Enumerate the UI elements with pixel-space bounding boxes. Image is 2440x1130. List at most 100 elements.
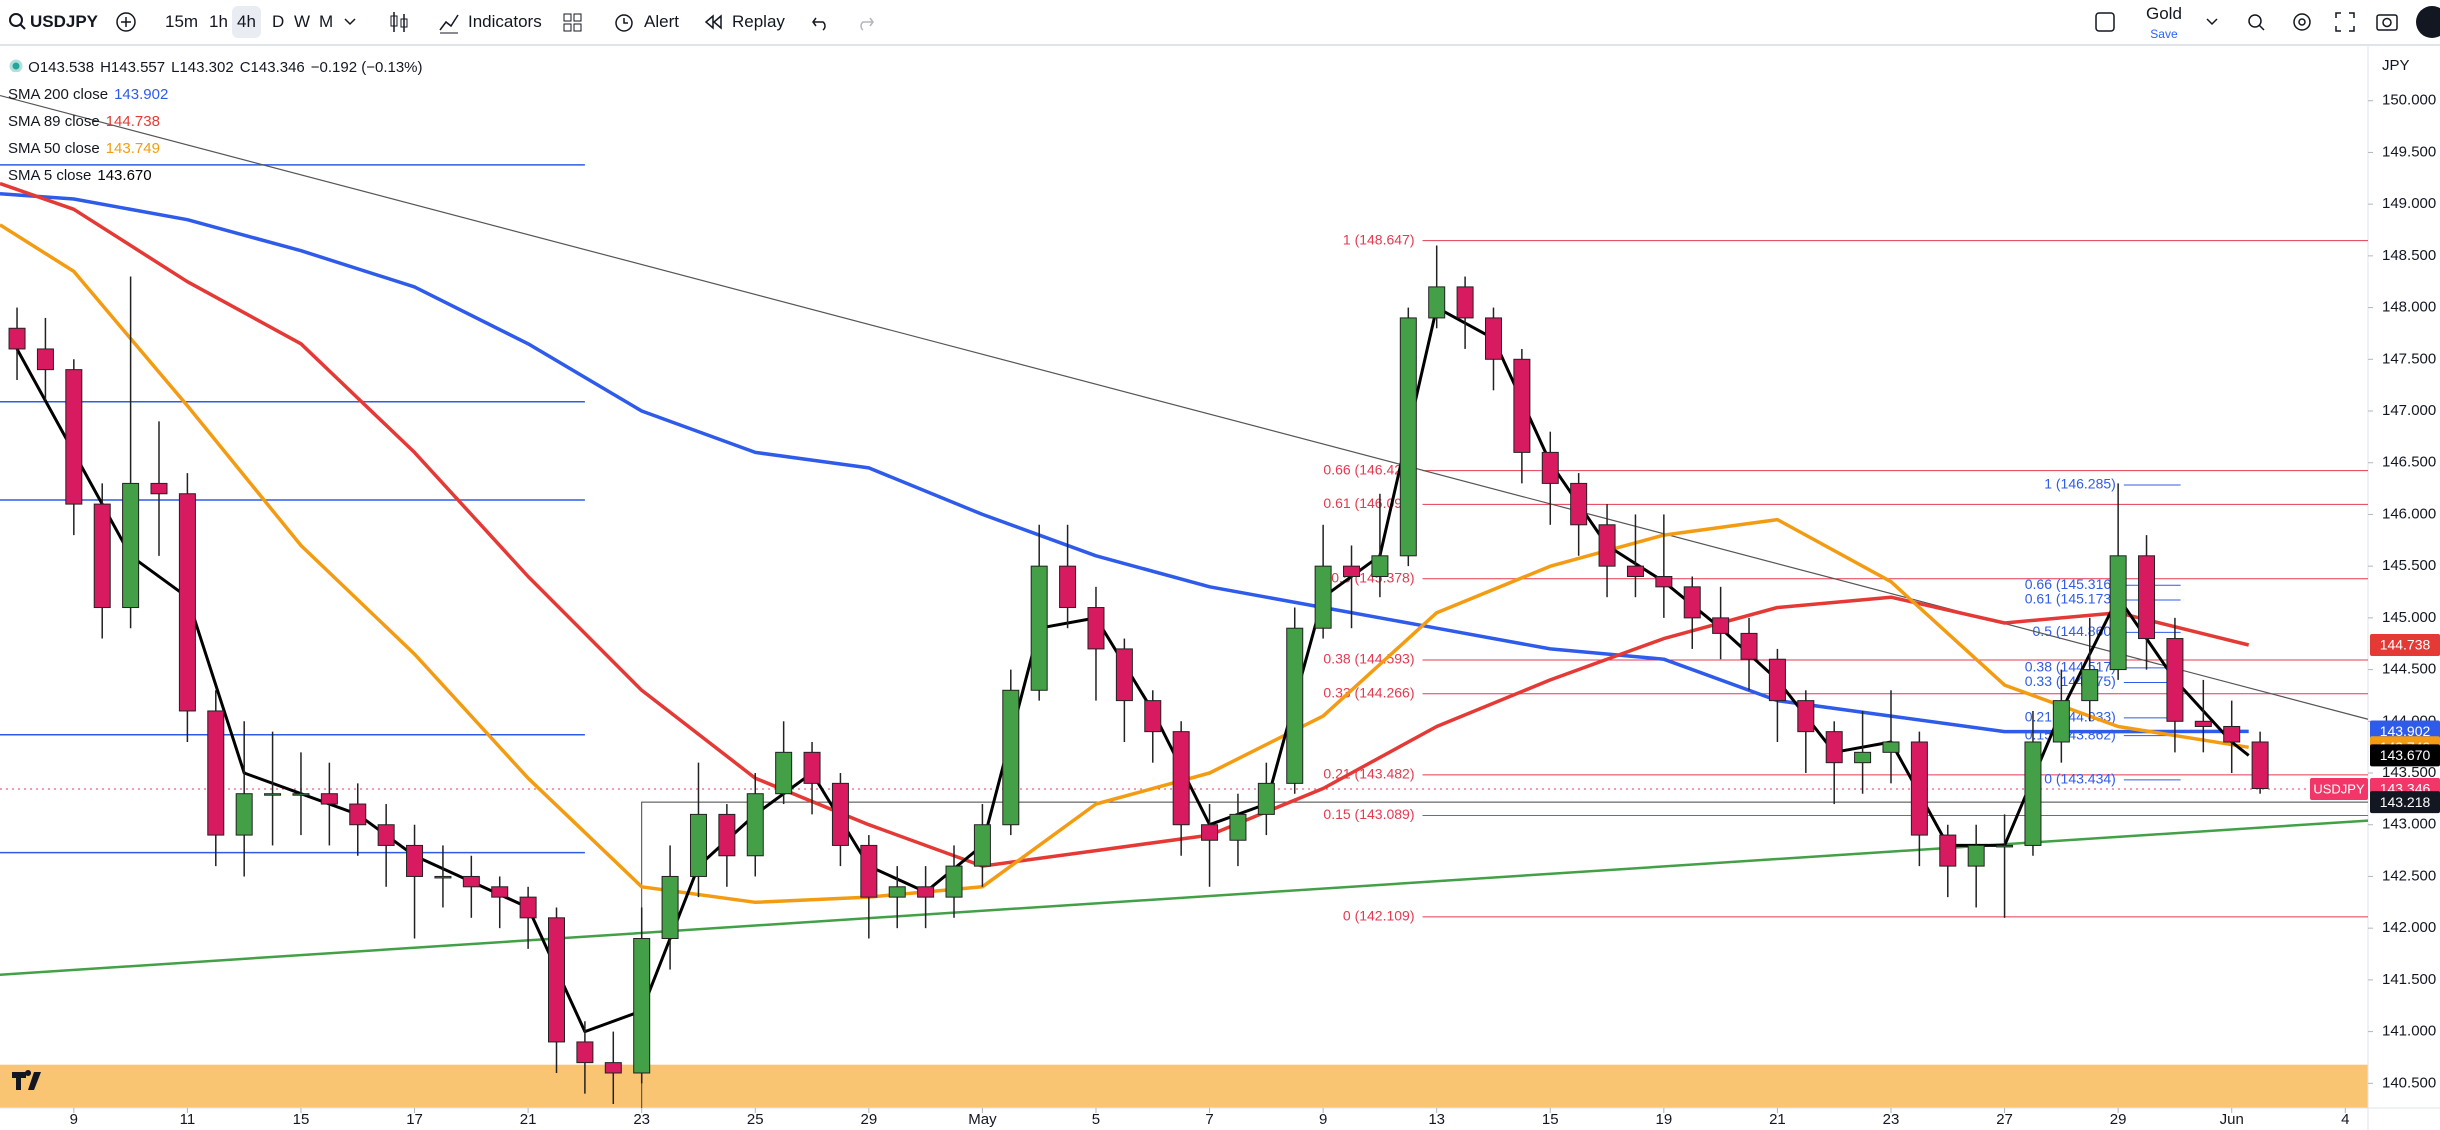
candle-body [93,503,111,609]
candle-body [207,710,225,836]
candle-body [2166,638,2184,722]
timeframe[interactable]: 4h [232,6,261,38]
timeframe[interactable]: 1h [209,12,228,31]
snapshot-icon[interactable] [2374,0,2400,44]
symbol-badge-label: USDJPY [2313,781,2365,796]
indicators-button[interactable]: Indicators [468,12,542,31]
x-tick-label: 5 [1092,1111,1100,1128]
candle-body [2251,741,2269,790]
candle-body [1002,689,1020,826]
y-tick-label: 146.000 [2382,505,2436,522]
fib-label: 0.15 (143.089) [1323,806,1414,822]
y-tick-label: 142.000 [2382,919,2436,936]
legend-name: SMA 5 close [8,167,92,184]
indicators-icon[interactable] [438,0,460,44]
search-icon[interactable] [2245,0,2269,44]
candle-body [2081,669,2099,702]
candle-body [406,844,424,877]
undo[interactable] [810,0,832,44]
legend-name: SMA 89 close [8,113,100,130]
candle-body [2194,720,2212,727]
fib-label: 0.15 (143.862) [2025,726,2116,742]
timeframe[interactable]: W [294,12,311,31]
candle-body [888,886,906,898]
legend-row[interactable]: SMA 89 close 144.738 [8,108,429,135]
settings-icon[interactable] [2290,0,2314,44]
candle-body [1172,731,1190,826]
candle-body [377,824,395,846]
y-tick-label: 148.000 [2382,299,2436,316]
y-tick-label: 148.500 [2382,247,2436,264]
candle-body [1570,482,1588,526]
candle-body [1030,565,1048,691]
replay-button[interactable]: Replay [732,12,785,31]
ohlc: O143.538 [28,59,95,76]
legend-row[interactable]: SMA 50 close 143.749 [8,135,429,162]
candle-body [122,482,140,609]
candle-body [1513,358,1531,453]
candle-body [264,793,282,796]
y-tick-label: 149.000 [2382,195,2436,212]
price-badge-label: 144.738 [2380,637,2431,653]
candle-body [633,938,651,1074]
chevron[interactable] [2204,0,2220,44]
chevron[interactable] [342,0,358,44]
legend-row[interactable]: SMA 200 close 143.902 [8,81,429,108]
replay-icon[interactable] [702,0,724,44]
templates-icon[interactable] [562,0,584,44]
x-tick-label: 23 [633,1111,650,1128]
add-symbol[interactable] [114,0,138,44]
symbol-badge [2310,777,2368,800]
candle-body [718,813,736,857]
candle-body [292,793,310,796]
candle-body [689,813,707,877]
save-label[interactable]: Save [2150,27,2178,41]
layout-name[interactable]: Gold Save [2146,4,2182,41]
candle-body [1939,834,1957,867]
chart-type-icon[interactable] [388,0,410,44]
candle-body [775,751,793,795]
price-badge [2370,791,2440,814]
timeframe[interactable]: M [319,12,334,31]
alert-icon[interactable] [612,0,636,44]
candle-body [1428,286,1446,319]
candle-body [945,865,963,898]
search-icon[interactable] [8,0,28,44]
fullscreen-icon[interactable] [2333,0,2357,44]
candle-body [1854,751,1872,764]
y-tick-label: 141.000 [2382,1023,2436,1040]
sma-line [0,223,2249,905]
candle-body [917,886,935,898]
legend-name: SMA 200 close [8,86,109,103]
fib-label: 0.38 (144.593) [1323,651,1414,667]
candle-body [349,803,367,826]
fib-label: 0.21 (144.033) [2025,709,2116,725]
legend: O143.538 H143.557 L143.302 C143.346 −0.192 (… [8,54,429,189]
candle-body [1343,565,1361,577]
price-badge-label: 143.218 [2380,794,2431,810]
sma-line [0,181,2250,868]
candle-body [1399,317,1417,557]
candle-body [1371,555,1389,577]
ohlc: H143.557 [100,59,166,76]
fib-label: 0.5 (144.860) [2033,623,2116,639]
candle-body [491,886,509,898]
candle-body [1541,451,1559,484]
avatar[interactable] [2410,0,2440,44]
y-tick-label: 146.500 [2382,454,2436,471]
timeframe[interactable]: 15m [165,12,199,31]
legend-value: 143.902 [114,86,169,103]
legend-row[interactable]: SMA 5 close 143.670 [8,162,429,189]
candle-body [1087,607,1105,650]
y-tick-label: 141.500 [2382,971,2436,988]
status-dot [9,59,23,73]
candle-body [661,875,679,940]
timeframe[interactable]: D [272,12,285,31]
candle-body [1683,586,1701,619]
symbol[interactable]: USDJPY [30,12,99,31]
fullscreen-box[interactable] [2094,0,2116,44]
y-tick-label: 149.500 [2382,143,2436,160]
alert-button[interactable]: Alert [644,12,679,31]
candle-body [1626,565,1644,577]
redo[interactable] [854,0,876,44]
